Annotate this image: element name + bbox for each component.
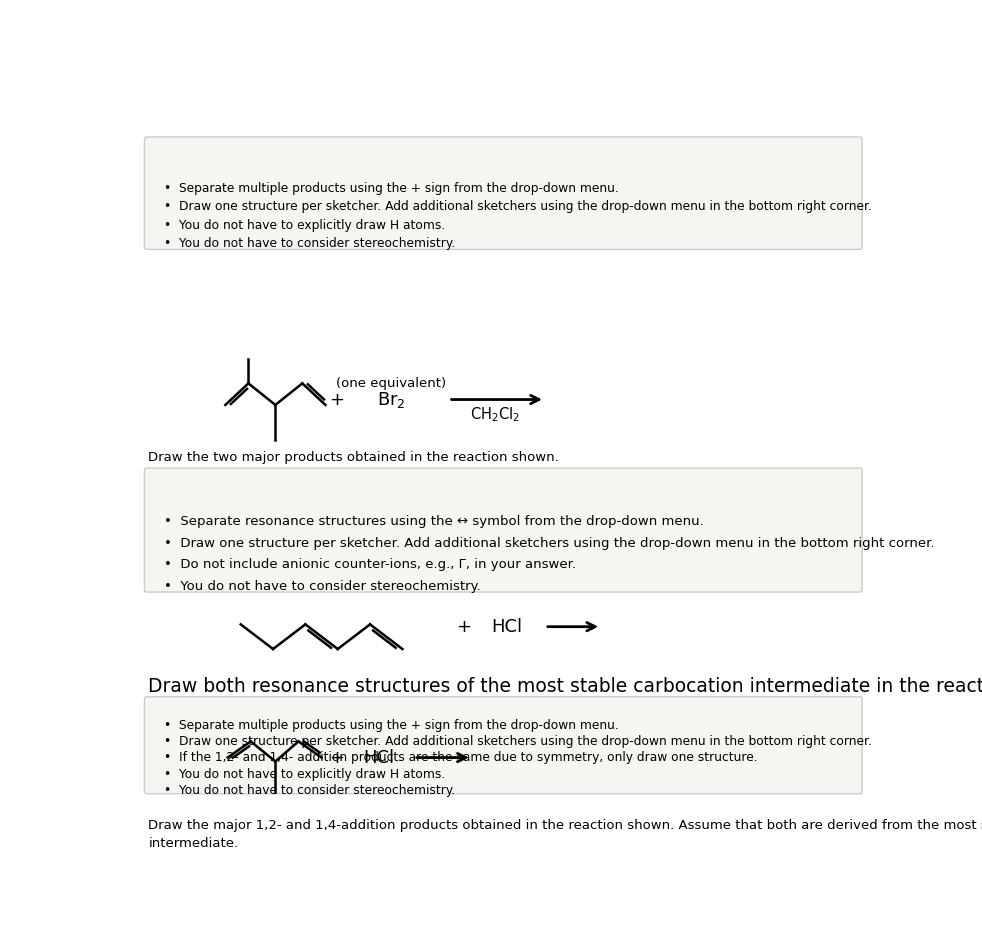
FancyBboxPatch shape [144,696,862,794]
Text: •  You do not have to consider stereochemistry.: • You do not have to consider stereochem… [164,783,455,797]
Text: •  Draw one structure per sketcher. Add additional sketchers using the drop-down: • Draw one structure per sketcher. Add a… [164,736,872,748]
Text: CH$_2$Cl$_2$: CH$_2$Cl$_2$ [469,405,519,424]
Text: •  You do not have to consider stereochemistry.: • You do not have to consider stereochem… [164,579,480,592]
Text: HCl: HCl [491,618,521,636]
Text: •  Separate resonance structures using the ↔ symbol from the drop-down menu.: • Separate resonance structures using th… [164,515,703,528]
Text: •  You do not have to explicitly draw H atoms.: • You do not have to explicitly draw H a… [164,219,445,231]
Text: Draw the two major products obtained in the reaction shown.: Draw the two major products obtained in … [148,451,559,464]
Text: Br$_2$: Br$_2$ [376,389,406,410]
Text: •  If the 1,2- and 1,4- addition products are the same due to symmetry, only dra: • If the 1,2- and 1,4- addition products… [164,752,757,765]
Text: •  Draw one structure per sketcher. Add additional sketchers using the drop-down: • Draw one structure per sketcher. Add a… [164,200,872,213]
Text: •  Draw one structure per sketcher. Add additional sketchers using the drop-down: • Draw one structure per sketcher. Add a… [164,536,934,549]
Text: (one equivalent): (one equivalent) [336,377,446,390]
Text: •  Separate multiple products using the + sign from the drop-down menu.: • Separate multiple products using the +… [164,719,619,732]
Text: Draw both resonance structures of the most stable carbocation intermediate in th: Draw both resonance structures of the mo… [148,677,982,695]
Text: +: + [457,618,471,636]
Text: HCl: HCl [363,749,395,767]
Text: •  Do not include anionic counter-ions, e.g., Γ, in your answer.: • Do not include anionic counter-ions, e… [164,558,575,571]
FancyBboxPatch shape [144,468,862,592]
Text: Draw the major 1,2- and 1,4-addition products obtained in the reaction shown. As: Draw the major 1,2- and 1,4-addition pro… [148,819,982,850]
Text: +: + [329,749,345,767]
Text: •  You do not have to consider stereochemistry.: • You do not have to consider stereochem… [164,237,455,250]
Text: +: + [329,390,345,408]
Text: •  You do not have to explicitly draw H atoms.: • You do not have to explicitly draw H a… [164,768,445,781]
Text: •  Separate multiple products using the + sign from the drop-down menu.: • Separate multiple products using the +… [164,182,619,195]
FancyBboxPatch shape [144,137,862,249]
